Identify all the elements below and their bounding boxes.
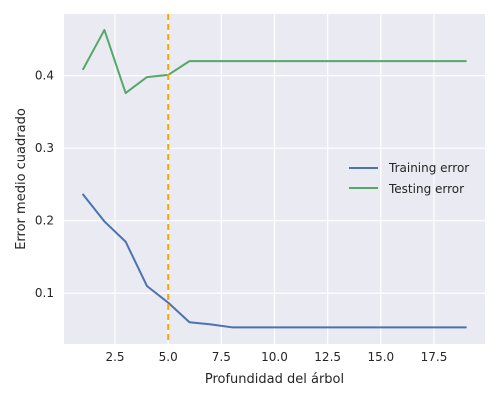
legend-label-training: Training error <box>388 161 469 175</box>
x-tick-labels: 2.5 5.0 7.5 10.0 12.5 15.0 17.5 <box>105 350 447 364</box>
training-error-line <box>82 193 467 329</box>
testing-error-line <box>82 28 467 95</box>
x-axis-label: Profundidad del árbol <box>205 372 344 387</box>
y-tick-label: 0.2 <box>35 214 54 228</box>
series-lines <box>82 28 467 329</box>
y-tick-labels: 0.1 0.2 0.3 0.4 <box>35 69 54 301</box>
x-tick-label: 2.5 <box>105 350 124 364</box>
legend-label-testing: Testing error <box>388 182 464 196</box>
x-tick-label: 12.5 <box>314 350 341 364</box>
y-tick-label: 0.1 <box>35 286 54 300</box>
y-tick-label: 0.3 <box>35 141 54 155</box>
x-tick-label: 17.5 <box>421 350 448 364</box>
x-tick-label: 7.5 <box>212 350 231 364</box>
x-tick-label: 10.0 <box>261 350 288 364</box>
x-tick-label: 15.0 <box>367 350 394 364</box>
y-tick-label: 0.4 <box>35 69 54 83</box>
x-tick-label: 5.0 <box>159 350 178 364</box>
y-axis-label: Error medio cuadrado <box>14 108 29 250</box>
legend: Training error Testing error <box>349 161 469 196</box>
